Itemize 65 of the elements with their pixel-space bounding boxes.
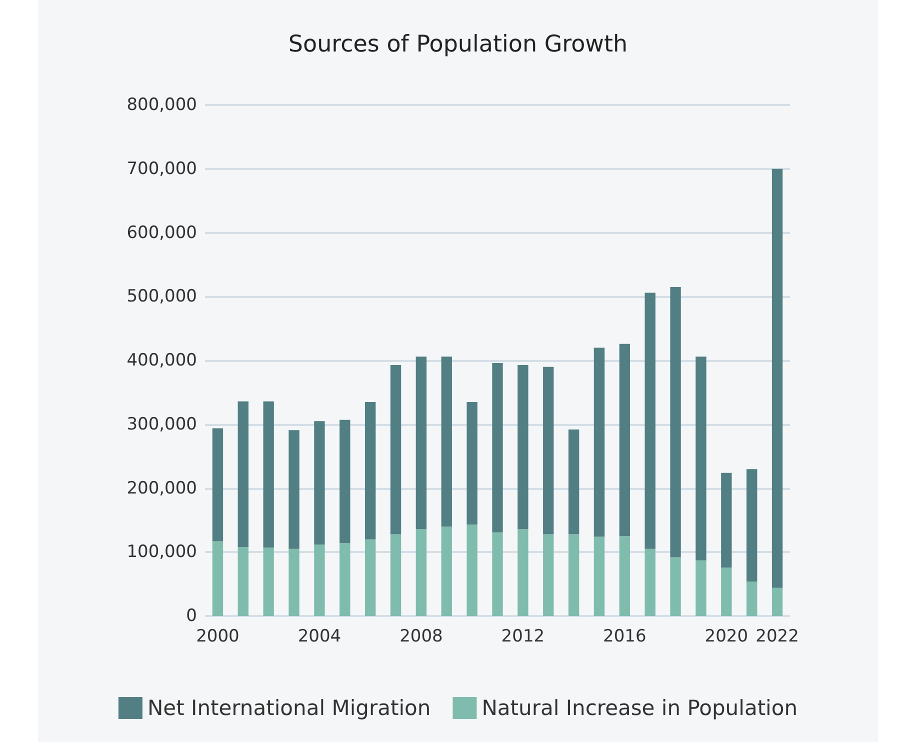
bar (670, 557, 681, 616)
bar (543, 366, 554, 534)
bar (390, 534, 402, 616)
bar (518, 529, 528, 616)
bar (340, 543, 350, 616)
bar (492, 532, 503, 616)
bar (670, 287, 681, 558)
bar (390, 364, 402, 534)
y-tick-label: 700,000 (126, 158, 197, 179)
bar (492, 363, 503, 532)
bar (568, 534, 580, 616)
chart-title: Sources of Population Growth (288, 32, 628, 58)
bar (568, 429, 580, 534)
x-tick-label: 2020 (704, 626, 748, 646)
bar (416, 356, 427, 530)
bar (238, 547, 248, 616)
y-tick-label: 100,000 (126, 542, 197, 562)
bar (340, 420, 350, 544)
y-tick-label: 500,000 (126, 286, 197, 307)
y-tick-label: 300,000 (126, 414, 197, 434)
bar (288, 548, 300, 616)
bar (364, 539, 376, 616)
bar (314, 421, 325, 544)
bar (619, 536, 630, 616)
bar (441, 526, 452, 616)
bar (746, 469, 758, 582)
bar (466, 402, 478, 525)
bar (238, 401, 248, 548)
bar (518, 364, 528, 530)
bar (441, 356, 452, 527)
bar (772, 168, 783, 588)
x-tick-label: 2022 (756, 626, 799, 646)
bar (288, 430, 300, 549)
bar (696, 356, 706, 560)
x-tick-label: 2008 (400, 626, 443, 646)
bar (263, 548, 274, 616)
bar (263, 401, 274, 548)
x-tick-label: 2012 (501, 626, 545, 646)
bar (314, 544, 325, 616)
bar (364, 402, 376, 540)
x-tick-label: 2016 (603, 626, 646, 646)
bar (696, 560, 706, 616)
bar (644, 292, 656, 549)
y-tick-label: 200,000 (126, 478, 197, 498)
bar (644, 548, 656, 616)
legend-label: Net International Migration (147, 696, 431, 720)
bar (772, 588, 783, 616)
y-tick-label: 600,000 (126, 222, 197, 243)
bar (212, 541, 224, 616)
y-tick-label: 400,000 (126, 350, 197, 370)
bar (212, 428, 224, 542)
y-tick-label: 0 (186, 606, 197, 626)
y-tick-label: 800,000 (126, 95, 197, 115)
bar (594, 348, 605, 537)
bar (746, 582, 758, 616)
bar (543, 534, 554, 616)
bar (619, 344, 630, 536)
legend-label: Natural Increase in Population (482, 696, 798, 720)
bar (721, 567, 732, 616)
bar (594, 536, 605, 616)
bar (416, 529, 427, 616)
x-tick-label: 2004 (298, 626, 342, 646)
bar (466, 524, 478, 616)
x-tick-label: 2000 (196, 626, 240, 646)
bar (721, 472, 732, 568)
